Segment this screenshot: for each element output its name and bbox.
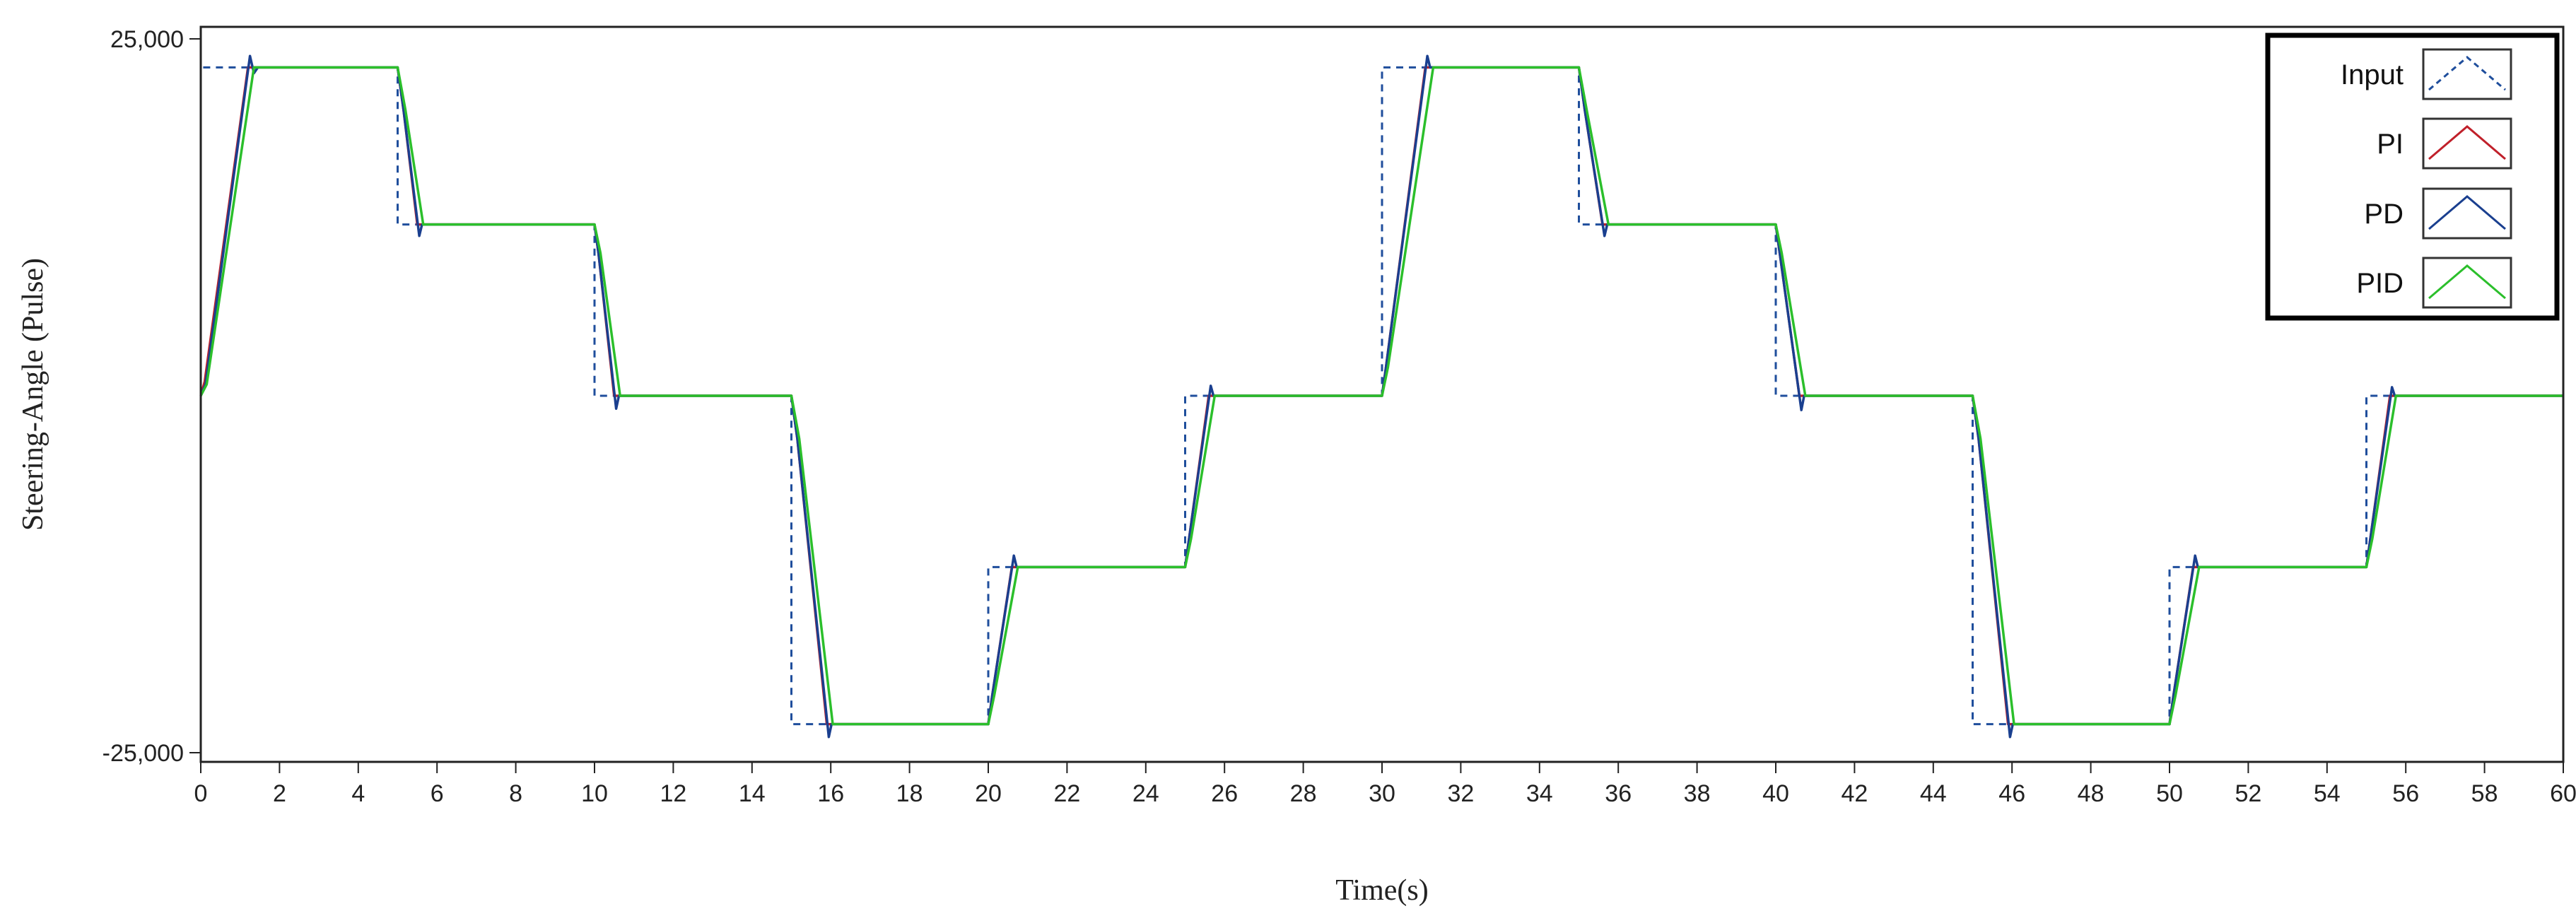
x-tick-label: 54 xyxy=(2314,780,2341,807)
x-tick-label: 56 xyxy=(2392,780,2419,807)
legend: Input PI PD PID xyxy=(2265,33,2560,321)
x-tick-label: 28 xyxy=(1290,780,1317,807)
x-tick-label: 36 xyxy=(1605,780,1632,807)
x-tick-label: 34 xyxy=(1526,780,1553,807)
x-tick-label: 24 xyxy=(1132,780,1159,807)
legend-label-pd: PD xyxy=(2364,199,2404,230)
x-tick-label: 46 xyxy=(1998,780,2025,807)
series-line-pid xyxy=(199,66,2563,726)
x-tick-label: 40 xyxy=(1762,780,1789,807)
x-tick-label: 50 xyxy=(2156,780,2183,807)
x-tick-label: 2 xyxy=(273,780,286,807)
series-layer xyxy=(199,54,2563,739)
x-tick-label: 16 xyxy=(817,780,844,807)
x-tick-label: 12 xyxy=(660,780,686,807)
legend-swatch-pi xyxy=(2428,125,2506,160)
x-tick-label: 58 xyxy=(2471,780,2498,807)
legend-label-pi: PI xyxy=(2377,129,2404,160)
x-tick-label: 22 xyxy=(1053,780,1080,807)
x-tick-label: 44 xyxy=(1920,780,1947,807)
axis-layer: 0 2 4 6 8 10 12 14 16 18 20 22 24 26 28 30 32 34 36 38 40 42 4… xyxy=(103,26,2576,807)
x-axis-title: Time(s) xyxy=(1335,874,1428,907)
x-tick-label: 6 xyxy=(431,780,444,807)
y-axis-title: Steering-Angle (Pulse) xyxy=(17,258,49,531)
x-tick-label: 0 xyxy=(194,780,208,807)
x-tick-label: 60 xyxy=(2550,780,2576,807)
x-tick-label: 10 xyxy=(581,780,608,807)
legend-swatch-input xyxy=(2428,56,2506,91)
y-tick-label: -25,000 xyxy=(103,740,184,767)
legend-swatch-pd xyxy=(2428,195,2506,230)
x-tick-label: 8 xyxy=(509,780,522,807)
x-tick-label: 4 xyxy=(351,780,365,807)
legend-items: Input PI PD PID xyxy=(2341,48,2512,309)
x-tick-label: 42 xyxy=(1841,780,1868,807)
x-tick-label: 30 xyxy=(1369,780,1395,807)
legend-label-pid: PID xyxy=(2356,268,2404,299)
x-tick-label: 52 xyxy=(2235,780,2261,807)
legend-box xyxy=(2265,33,2560,321)
legend-swatch-pid xyxy=(2428,264,2506,300)
x-tick-label: 26 xyxy=(1211,780,1238,807)
x-tick-label: 32 xyxy=(1447,780,1474,807)
legend-label-input: Input xyxy=(2341,59,2404,90)
x-tick-label: 20 xyxy=(975,780,1002,807)
legend-swatch-box xyxy=(2422,48,2512,100)
x-tick-label: 48 xyxy=(2078,780,2104,807)
x-tick-label: 14 xyxy=(739,780,766,807)
x-tick-label: 18 xyxy=(896,780,923,807)
y-tick-label: 25,000 xyxy=(110,26,184,53)
x-tick-label: 38 xyxy=(1684,780,1711,807)
